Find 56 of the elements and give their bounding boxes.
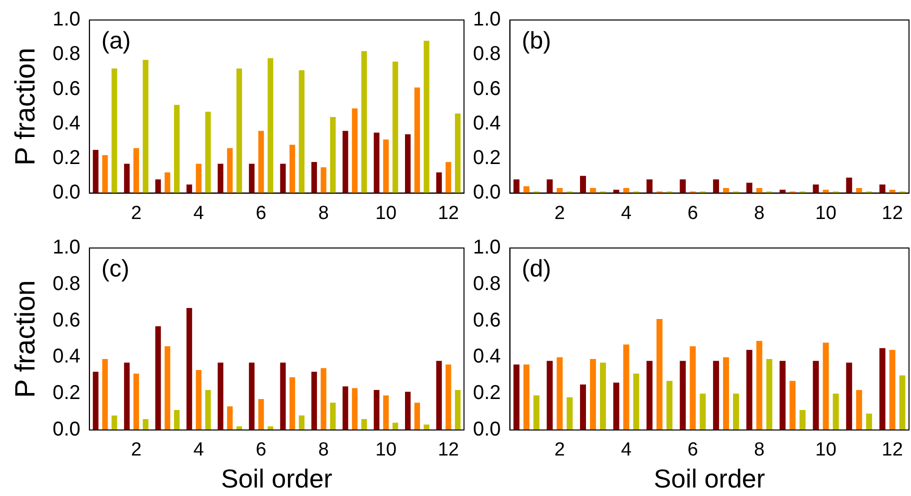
x-tick-label: 4 xyxy=(620,440,632,461)
y-tick-label: 1.0 xyxy=(472,236,501,259)
y-tick-label: 0.2 xyxy=(472,147,501,170)
y-tick-label: 0.6 xyxy=(52,309,80,332)
x-tick-label: 2 xyxy=(130,440,142,461)
annotation: (c) xyxy=(101,256,130,283)
x-tick-label: 2 xyxy=(554,202,565,224)
y-axis-title: P fraction xyxy=(10,48,41,166)
y-tick-label: 0.0 xyxy=(472,182,501,204)
x-tick-label: 6 xyxy=(256,202,266,224)
y-tick-label: 0.4 xyxy=(52,346,80,368)
y-tick-label: 0.2 xyxy=(52,147,80,170)
x-tick-label: 8 xyxy=(754,202,765,224)
x-tick-label: 10 xyxy=(375,202,397,224)
x-tick-label: 10 xyxy=(815,440,836,461)
y-tick-label: 0.0 xyxy=(472,418,501,441)
x-tick-label: 8 xyxy=(318,440,329,461)
x-tick-label: 2 xyxy=(554,440,565,461)
x-tick-label: 4 xyxy=(193,440,204,461)
x-tick-label: 12 xyxy=(882,440,903,461)
x-tick-label: 12 xyxy=(882,202,903,224)
y-tick-label: 0.6 xyxy=(472,309,501,332)
x-tick-label: 12 xyxy=(438,440,459,461)
x-tick-label: 6 xyxy=(687,440,698,461)
y-tick-label: 1.0 xyxy=(52,236,80,259)
x-tick-label: 8 xyxy=(754,440,765,461)
y-tick-label: 0.2 xyxy=(472,382,501,404)
y-tick-label: 0.8 xyxy=(52,272,80,295)
x-tick-label: 4 xyxy=(620,202,632,224)
y-tick-label: 0.4 xyxy=(472,112,501,134)
annotation: (d) xyxy=(522,256,552,283)
x-tick-label: 6 xyxy=(256,440,266,461)
x-tick-label: 2 xyxy=(130,202,142,224)
y-tick-label: 0.0 xyxy=(52,418,80,441)
x-tick-label: 6 xyxy=(687,202,698,224)
x-tick-label: 8 xyxy=(318,202,329,224)
x-axis-title: Soil order xyxy=(221,464,333,494)
x-tick-label: 12 xyxy=(438,202,459,224)
y-tick-label: 0.0 xyxy=(52,182,80,204)
x-tick-label: 10 xyxy=(815,202,836,224)
y-tick-label: 1.0 xyxy=(472,8,501,31)
y-tick-label: 0.8 xyxy=(472,43,501,66)
x-axis-title: Soil order xyxy=(654,464,766,494)
x-tick-label: 10 xyxy=(375,440,397,461)
y-tick-label: 0.8 xyxy=(472,272,501,295)
y-tick-label: 0.8 xyxy=(52,43,80,66)
y-axis-title: P fraction xyxy=(10,280,41,398)
y-tick-label: 0.4 xyxy=(472,346,501,368)
y-tick-label: 0.6 xyxy=(472,78,501,100)
y-tick-label: 0.2 xyxy=(52,382,80,404)
annotation: (a) xyxy=(101,28,131,55)
x-tick-label: 4 xyxy=(193,202,204,224)
y-tick-label: 0.4 xyxy=(52,112,80,134)
y-tick-label: 0.6 xyxy=(52,78,80,100)
annotation: (b) xyxy=(522,28,552,55)
y-tick-label: 1.0 xyxy=(52,8,80,31)
